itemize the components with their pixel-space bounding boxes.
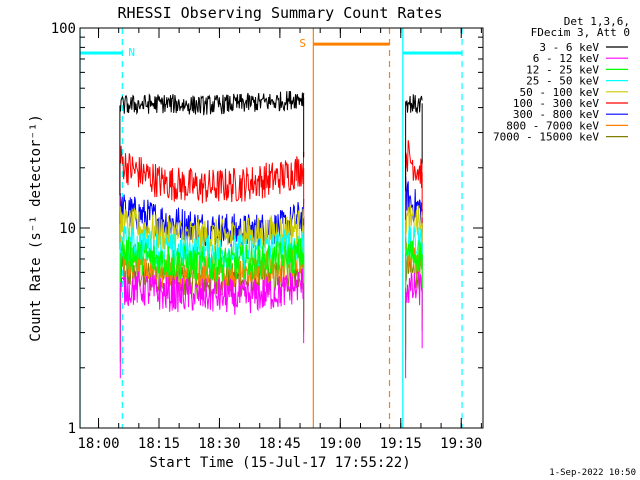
series-line — [119, 90, 305, 116]
series-line — [405, 205, 423, 240]
x-tick-label: 18:45 — [259, 436, 301, 452]
x-axis-label: Start Time (15-Jul-17 17:55:22) — [149, 455, 410, 471]
legend-entry-label: 300 - 800 keV — [513, 108, 599, 121]
x-tick-label: 18:15 — [138, 436, 180, 452]
y-axis: 1 10 100 — [51, 21, 483, 437]
x-tick-label: 19:00 — [319, 436, 361, 452]
y-tick-label: 10 — [59, 221, 76, 237]
plot-marks: NS — [80, 28, 463, 428]
legend-entry-label: 50 - 100 keV — [520, 86, 600, 99]
legend-entry-label: 7000 - 15000 keV — [493, 131, 599, 144]
night-flag-label: N — [128, 46, 135, 59]
y-tick-label: 1 — [68, 421, 76, 437]
footer-date: 1-Sep-2022 10:50 — [549, 468, 636, 478]
legend-entry-label: 3 - 6 keV — [539, 41, 599, 54]
series-line — [405, 237, 423, 272]
series-line — [119, 236, 305, 282]
series-line — [405, 94, 423, 114]
legend-header-line: FDecim 3, Att 0 — [531, 26, 630, 39]
x-tick-label: 19:15 — [380, 436, 422, 452]
saa-flag-label: S — [299, 37, 306, 50]
series-line — [119, 145, 305, 204]
series-line — [405, 271, 423, 306]
x-axis: 18:00 18:15 18:30 18:45 19:00 19:15 19:30 — [77, 28, 482, 452]
chart-title: RHESSI Observing Summary Count Rates — [117, 4, 442, 22]
y-axis-label: Count Rate (s⁻¹ detector⁻¹) — [28, 114, 44, 342]
x-tick-label: 19:30 — [440, 436, 482, 452]
y-tick-label: 100 — [51, 21, 76, 37]
legend-entry-label: 100 - 300 keV — [513, 97, 599, 110]
x-tick-label: 18:30 — [198, 436, 240, 452]
legend-entry-label: 25 - 50 keV — [526, 75, 599, 88]
x-tick-label: 18:00 — [77, 436, 119, 452]
series-line — [405, 140, 423, 189]
series-line — [119, 268, 305, 315]
legend-entry-label: 800 - 7000 keV — [506, 119, 599, 132]
legend-header-line: Det 1,3,6, — [564, 15, 630, 28]
legend-entry-label: 6 - 12 keV — [533, 52, 600, 65]
legend-entry-label: 12 - 25 keV — [526, 63, 599, 76]
